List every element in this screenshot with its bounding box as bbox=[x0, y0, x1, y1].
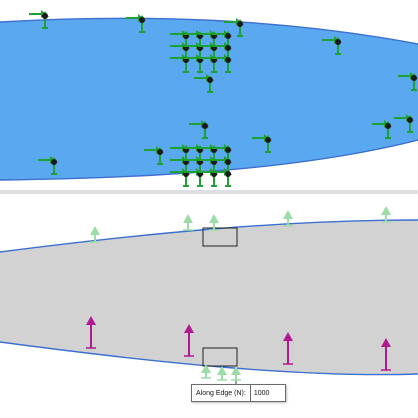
blue-face-surface[interactable] bbox=[0, 18, 418, 181]
fixed-geometry-icon[interactable] bbox=[29, 10, 49, 29]
top-viewport[interactable] bbox=[0, 0, 418, 190]
fixed-geometry-icon[interactable] bbox=[224, 18, 244, 37]
load-glyph-group[interactable] bbox=[86, 206, 391, 381]
fixed-geometry-icon[interactable] bbox=[194, 74, 214, 93]
fixed-geometry-icon[interactable] bbox=[212, 168, 232, 187]
load-value-callout[interactable]: Along Edge (N): bbox=[191, 384, 286, 402]
face-bottom-edge-bottom-view[interactable] bbox=[0, 341, 418, 376]
fixed-geometry-icon[interactable] bbox=[394, 114, 414, 133]
fixture-arrow-icon[interactable] bbox=[217, 366, 227, 381]
fixed-geometry-icon[interactable] bbox=[252, 134, 272, 153]
fixed-geometry-icon[interactable] bbox=[398, 72, 418, 91]
fixed-geometry-icon[interactable] bbox=[372, 120, 392, 139]
fixed-geometry-icon[interactable] bbox=[38, 156, 58, 175]
edge-load-arrow-icon[interactable] bbox=[86, 316, 96, 349]
edge-load-arrow-icon[interactable] bbox=[283, 332, 293, 365]
fixture-arrow-icon[interactable] bbox=[381, 206, 391, 223]
fixed-geometry-icon[interactable] bbox=[126, 14, 146, 33]
fixture-glyph-group[interactable] bbox=[29, 10, 418, 187]
fixture-arrow-icon[interactable] bbox=[283, 210, 293, 227]
fixture-arrow-icon[interactable] bbox=[183, 214, 193, 231]
face-top-edge[interactable] bbox=[0, 17, 418, 45]
fixture-arrow-icon[interactable] bbox=[209, 214, 219, 231]
fixture-arrow-icon[interactable] bbox=[231, 366, 241, 381]
grey-face-surface[interactable] bbox=[0, 220, 418, 375]
selection-box-upper[interactable] bbox=[202, 227, 238, 247]
selection-box-lower[interactable] bbox=[202, 347, 238, 367]
fixture-arrow-icon[interactable] bbox=[90, 226, 100, 243]
edge-load-arrow-icon[interactable] bbox=[184, 324, 194, 357]
callout-label: Along Edge (N): bbox=[196, 389, 246, 397]
fixed-geometry-icon[interactable] bbox=[212, 54, 232, 73]
fixed-geometry-icon[interactable] bbox=[144, 146, 164, 165]
fixture-arrow-icon[interactable] bbox=[201, 364, 211, 379]
fixed-geometry-icon[interactable] bbox=[322, 36, 342, 55]
fixed-geometry-icon[interactable] bbox=[189, 120, 209, 139]
edge-load-arrow-icon[interactable] bbox=[381, 338, 391, 371]
face-bottom-edge[interactable] bbox=[0, 139, 418, 181]
bottom-viewport[interactable] bbox=[0, 194, 418, 418]
viewport-divider bbox=[0, 190, 418, 194]
load-value-input[interactable] bbox=[249, 385, 285, 401]
